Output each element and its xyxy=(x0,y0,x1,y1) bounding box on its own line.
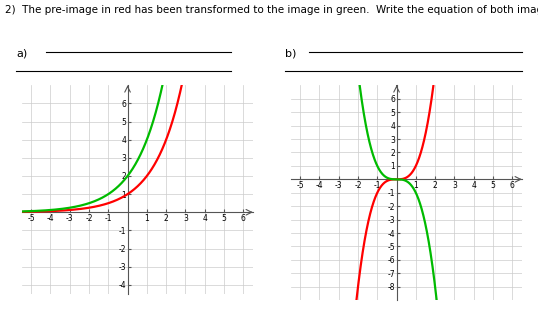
Text: 2)  The pre-image in red has been transformed to the image in green.  Write the : 2) The pre-image in red has been transfo… xyxy=(5,5,538,15)
Text: a): a) xyxy=(16,49,27,59)
Text: b): b) xyxy=(285,49,296,59)
